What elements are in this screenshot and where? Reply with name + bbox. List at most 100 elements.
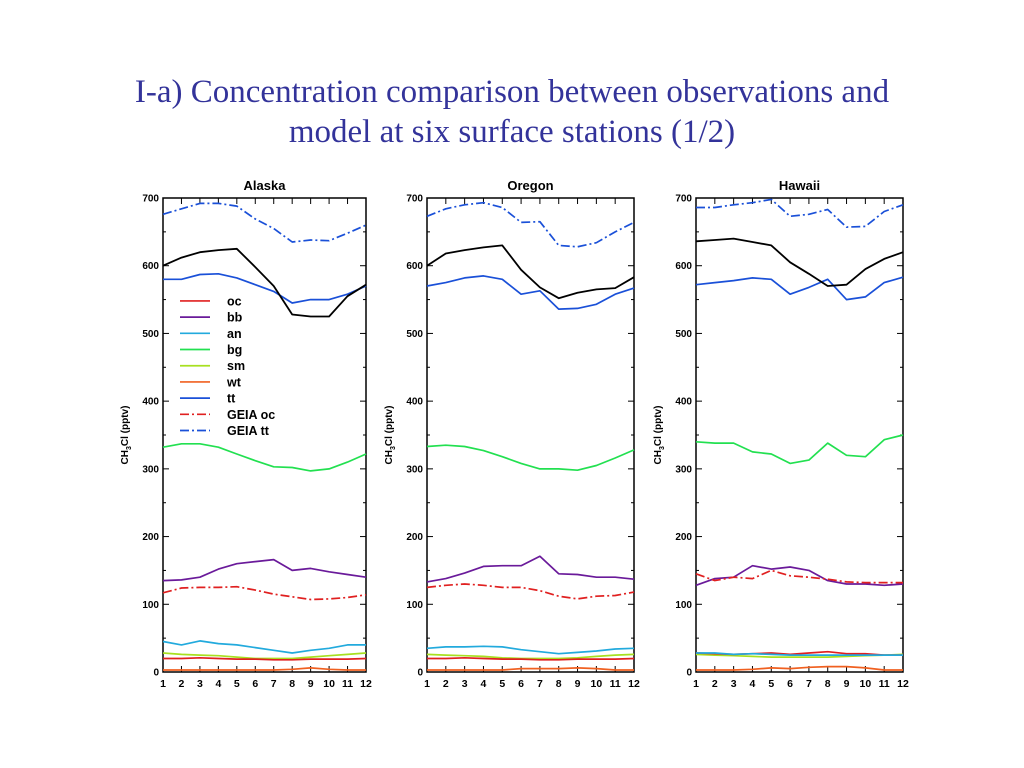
legend-label: bg	[227, 343, 242, 357]
x-tick-label: 2	[179, 678, 185, 690]
y-tick-label: 300	[406, 464, 423, 475]
y-tick-label: 600	[142, 261, 159, 272]
y-tick-label: 400	[675, 397, 692, 408]
y-tick-label: 700	[142, 194, 159, 205]
legend-label: an	[227, 327, 242, 341]
chart-title: Hawaii	[779, 178, 820, 193]
series-line-bb	[426, 555, 635, 583]
x-tick-label: 9	[308, 678, 314, 690]
y-tick-label: 0	[686, 668, 692, 679]
x-tick-label: 3	[731, 678, 737, 690]
series-line-bb	[162, 558, 367, 582]
series-line-obs	[426, 244, 635, 300]
legend: oc bb an bg sm wt tt GEIA oc GEIA tt	[180, 294, 275, 438]
chart-title: Oregon	[507, 178, 553, 193]
x-tick-label: 8	[556, 678, 562, 690]
y-axis-label: CH3Cl (pptv)	[653, 406, 666, 465]
x-tick-label: 12	[360, 678, 372, 690]
x-tick-label: 12	[897, 678, 909, 690]
y-tick-label: 300	[675, 464, 692, 475]
series-line-sm	[426, 653, 635, 660]
series-line-geia-tt	[426, 201, 635, 248]
y-tick-label: 700	[675, 194, 692, 205]
y-tick-label: 200	[142, 532, 159, 543]
y-tick-label: 200	[675, 532, 692, 543]
x-tick-label: 7	[537, 678, 543, 690]
x-tick-label: 9	[844, 678, 850, 690]
y-tick-label: 300	[142, 464, 159, 475]
legend-label: wt	[226, 375, 242, 389]
x-tick-label: 10	[323, 678, 335, 690]
y-tick-label: 500	[142, 329, 159, 340]
x-tick-label: 10	[591, 678, 603, 690]
x-tick-label: 7	[806, 678, 812, 690]
x-tick-label: 1	[424, 678, 430, 690]
series-line-tt	[426, 275, 635, 310]
x-tick-label: 4	[215, 678, 221, 690]
y-tick-label: 500	[406, 329, 423, 340]
y-tick-label: 500	[675, 329, 692, 340]
legend-label: sm	[227, 359, 245, 373]
y-tick-label: 700	[406, 194, 423, 205]
legend-label: GEIA tt	[227, 424, 270, 438]
x-tick-label: 7	[271, 678, 277, 690]
slide-title-line-1: I-a) Concentration comparison between ob…	[134, 74, 890, 110]
x-tick-label: 1	[693, 678, 699, 690]
x-tick-label: 6	[252, 678, 258, 690]
x-tick-label: 10	[860, 678, 872, 690]
legend-label: tt	[227, 392, 236, 406]
x-tick-label: 9	[575, 678, 581, 690]
y-tick-label: 400	[142, 397, 159, 408]
series-line-geia-tt	[696, 198, 904, 228]
slide-title: I-a) Concentration comparison between ob…	[0, 72, 1024, 152]
series-line-geia-oc	[695, 569, 903, 584]
x-tick-label: 12	[628, 678, 640, 690]
series-line-an	[162, 640, 366, 654]
series-line-geia-tt	[162, 202, 367, 243]
series-line-bg	[426, 444, 635, 472]
y-tick-label: 100	[142, 600, 159, 611]
series-line-an	[696, 652, 903, 656]
x-tick-label: 4	[481, 678, 487, 690]
series-line-obs	[695, 237, 904, 287]
legend-label: oc	[227, 294, 242, 308]
slide-title-line-2: model at six surface stations (1/2)	[288, 114, 736, 150]
x-tick-label: 8	[289, 678, 295, 690]
series-line-wt	[163, 667, 366, 671]
series-line-bg	[695, 434, 904, 465]
y-tick-label: 400	[406, 397, 423, 408]
x-tick-label: 5	[234, 678, 240, 690]
plot-frame	[426, 197, 635, 673]
series-line-bb	[695, 564, 904, 587]
x-tick-label: 5	[768, 678, 774, 690]
y-axis-label: CH3Cl (pptv)	[384, 406, 397, 465]
y-tick-label: 600	[675, 261, 692, 272]
y-tick-label: 100	[406, 600, 423, 611]
series-line-geia-oc	[162, 585, 367, 601]
chart-title: Alaska	[244, 178, 287, 193]
series-line-tt	[163, 272, 367, 304]
x-tick-label: 1	[160, 678, 166, 690]
series-line-wt	[427, 667, 634, 671]
series-line-bg	[162, 442, 367, 472]
series-line-geia-oc	[426, 583, 635, 600]
x-tick-label: 8	[825, 678, 831, 690]
x-tick-label: 11	[879, 678, 890, 690]
y-axis-label: CH3Cl (pptv)	[120, 406, 133, 465]
y-tick-label: 0	[153, 668, 159, 679]
y-tick-label: 600	[406, 261, 423, 272]
series-line-oc	[427, 656, 635, 661]
x-tick-label: 4	[750, 678, 756, 690]
y-tick-label: 100	[675, 600, 692, 611]
x-tick-label: 2	[443, 678, 449, 690]
x-tick-label: 3	[462, 678, 468, 690]
x-tick-label: 11	[342, 678, 353, 690]
legend-label: GEIA oc	[227, 408, 275, 422]
series-line-tt	[695, 276, 904, 301]
legend-label: bb	[227, 311, 243, 325]
x-tick-label: 2	[712, 678, 718, 690]
